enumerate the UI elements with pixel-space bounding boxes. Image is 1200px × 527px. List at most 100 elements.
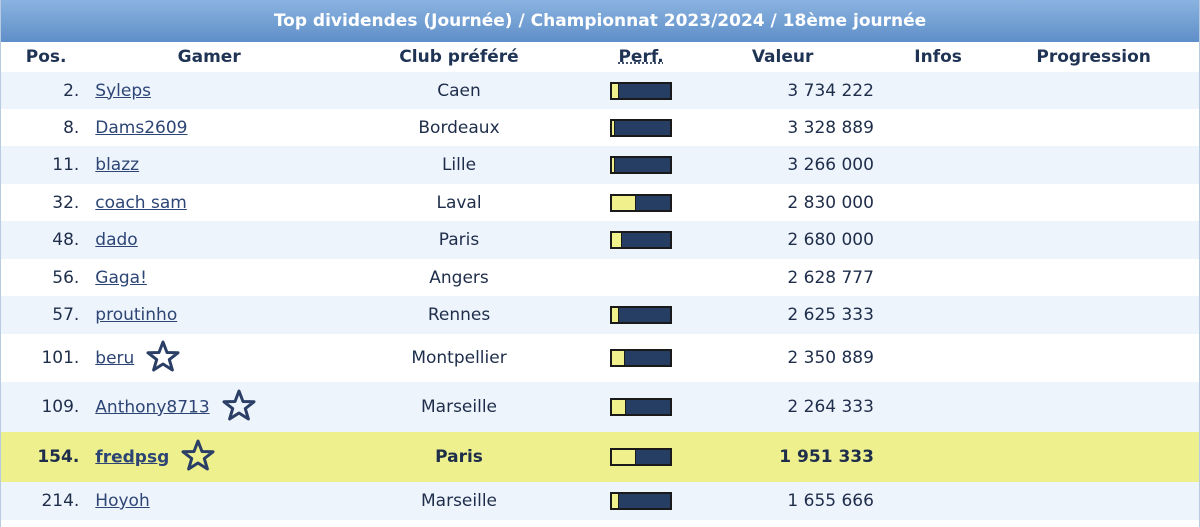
gamer-link[interactable]: Hoyoh <box>95 491 150 511</box>
infos-cell <box>887 221 989 259</box>
header-perf[interactable]: Perf. <box>591 42 691 72</box>
favorite-club: Paris <box>327 221 591 259</box>
table-row: 48. dado Paris 2 680 000 <box>1 221 1199 259</box>
infos-cell <box>887 382 989 432</box>
value-amount: 3 328 889 <box>691 109 888 146</box>
favorite-club: Laval <box>327 184 591 221</box>
progression-cell <box>988 109 1199 146</box>
perf-bar-fill <box>612 308 619 322</box>
value-amount: 1 951 333 <box>691 432 888 482</box>
gamer-cell: fredpsg <box>91 432 328 482</box>
header-club: Club préféré <box>399 47 519 67</box>
gamer-cell: proutinho <box>91 296 328 334</box>
table-row: 214. Hoyoh Marseille 1 655 666 <box>1 482 1199 520</box>
value-amount: 1 655 666 <box>691 482 888 520</box>
perf-cell <box>590 296 692 334</box>
perf-bar <box>610 231 673 249</box>
perf-cell <box>590 72 692 109</box>
favorite-club: Marseille <box>327 382 591 432</box>
header-perf-label[interactable]: Perf. <box>618 47 664 67</box>
favorite-club: Angers <box>327 259 591 296</box>
perf-cell <box>590 259 692 296</box>
value-amount: 2 830 000 <box>691 184 888 221</box>
table-row: 8. Dams2609 Bordeaux 3 328 889 <box>1 109 1199 146</box>
star-outline-icon[interactable] <box>222 389 256 426</box>
infos-cell <box>887 432 989 482</box>
perf-bar-fill <box>612 120 615 135</box>
gamer-link[interactable]: proutinho <box>95 305 178 325</box>
star-outline-icon[interactable] <box>146 340 180 377</box>
table-row: 32. coach sam Laval 2 830 000 <box>1 184 1199 221</box>
gamer-cell: Hoyoh <box>91 482 328 520</box>
table-row: 57. proutinho Rennes 2 625 333 <box>1 296 1199 334</box>
progression-cell <box>988 482 1199 520</box>
gamer-cell: Anthony8713 <box>91 382 328 432</box>
gamer-link[interactable]: blazz <box>95 155 140 175</box>
value-amount: 3 734 222 <box>691 72 888 109</box>
perf-cell <box>590 382 692 432</box>
favorite-club: Marseille <box>327 482 591 520</box>
progression-cell <box>988 382 1199 432</box>
perf-bar <box>610 156 673 174</box>
gamer-link[interactable]: Syleps <box>95 80 151 101</box>
perf-bar <box>610 448 673 466</box>
perf-bar <box>610 306 673 324</box>
rank-position: 154. <box>1 432 92 482</box>
gamer-cell: coach sam <box>91 184 328 221</box>
perf-cell <box>590 146 692 184</box>
gamer-link[interactable]: Anthony8713 <box>95 397 210 417</box>
gamer-link[interactable]: beru <box>95 348 135 368</box>
panel-title: Top dividendes (Journée) / Championnat 2… <box>1 0 1199 42</box>
infos-cell <box>887 146 989 184</box>
progression-cell <box>988 259 1199 296</box>
favorite-club: Rennes <box>327 296 591 334</box>
progression-cell <box>988 296 1199 334</box>
perf-cell <box>590 109 692 146</box>
progression-cell <box>988 221 1199 259</box>
favorite-club: Caen <box>327 72 591 109</box>
perf-bar-fill <box>612 158 615 172</box>
table-row: 11. blazz Lille 3 266 000 <box>1 146 1199 184</box>
star-outline-icon[interactable] <box>181 439 215 476</box>
gamer-link[interactable]: fredpsg <box>95 447 170 467</box>
perf-bar <box>610 118 673 137</box>
rank-position: 32. <box>1 184 92 221</box>
rank-position: 57. <box>1 296 92 334</box>
table-row: 56. Gaga! Angers 2 628 777 <box>1 259 1199 296</box>
value-amount: 2 264 333 <box>691 382 888 432</box>
progression-cell <box>988 334 1199 382</box>
header-infos: Infos <box>914 47 962 67</box>
value-amount: 2 350 889 <box>691 334 888 382</box>
value-amount: 2 628 777 <box>691 259 888 296</box>
header-progression: Progression <box>1036 47 1151 67</box>
gamer-cell: beru <box>91 334 328 382</box>
perf-cell <box>590 482 692 520</box>
gamer-cell: dado <box>91 221 328 259</box>
rank-position: 8. <box>1 109 92 146</box>
header-valeur: Valeur <box>751 47 814 67</box>
value-amount: 3 266 000 <box>691 146 888 184</box>
infos-cell <box>887 109 989 146</box>
favorite-club: Montpellier <box>327 334 591 382</box>
gamer-cell: Gaga! <box>91 259 328 296</box>
value-amount: 2 680 000 <box>691 221 888 259</box>
rank-position: 101. <box>1 334 92 382</box>
progression-cell <box>988 72 1199 109</box>
perf-bar <box>610 349 673 367</box>
perf-cell <box>590 432 692 482</box>
rank-position: 11. <box>1 146 92 184</box>
progression-cell <box>988 184 1199 221</box>
gamer-link[interactable]: Dams2609 <box>95 117 188 138</box>
table-row: 109. Anthony8713 Marseille 2 264 333 <box>1 382 1199 432</box>
gamer-cell: blazz <box>91 146 328 184</box>
infos-cell <box>887 296 989 334</box>
header-pos: Pos. <box>25 47 67 67</box>
perf-bar-fill <box>612 400 626 414</box>
gamer-link[interactable]: coach sam <box>95 192 187 213</box>
gamer-link[interactable]: dado <box>95 230 138 250</box>
perf-bar <box>610 81 673 100</box>
gamer-link[interactable]: Gaga! <box>95 267 147 288</box>
perf-bar-fill <box>612 450 637 464</box>
rank-position: 56. <box>1 259 92 296</box>
